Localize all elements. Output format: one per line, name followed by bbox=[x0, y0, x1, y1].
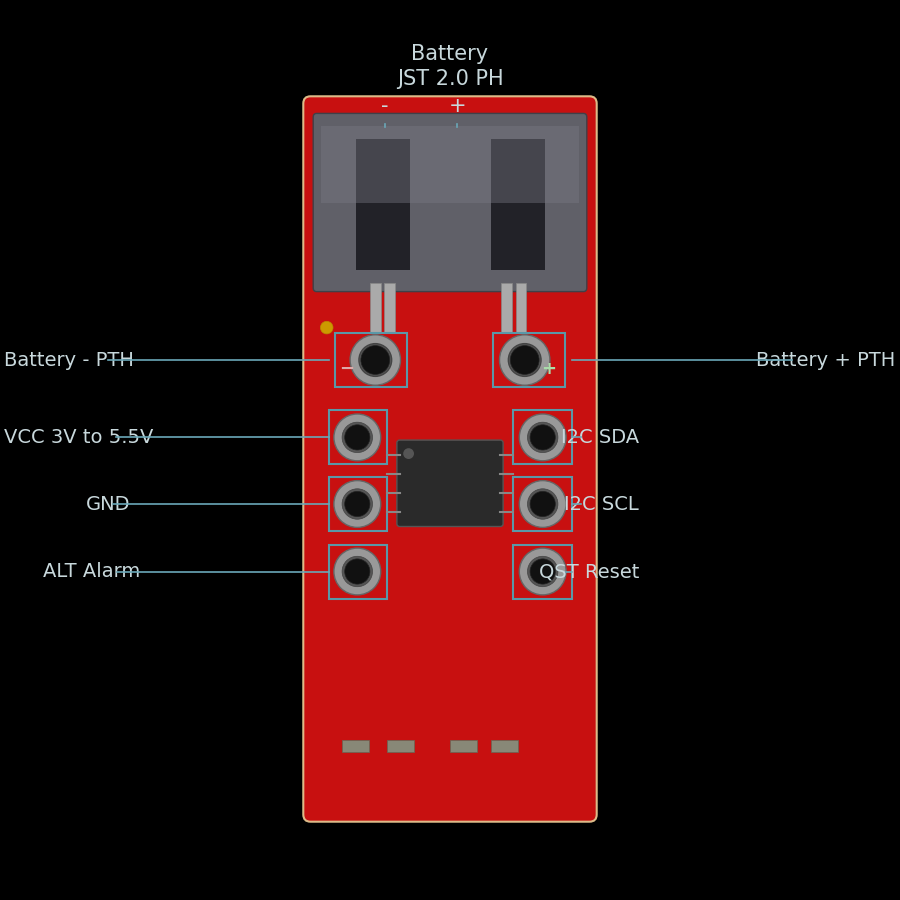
Text: GND: GND bbox=[86, 494, 130, 514]
Circle shape bbox=[334, 414, 381, 461]
Bar bbox=[491, 740, 518, 752]
Text: I2C SCL: I2C SCL bbox=[564, 494, 639, 514]
Bar bbox=[491, 140, 544, 270]
Circle shape bbox=[345, 559, 370, 584]
Circle shape bbox=[530, 491, 555, 517]
Bar bbox=[335, 333, 407, 387]
Circle shape bbox=[530, 559, 555, 584]
Bar bbox=[370, 284, 381, 333]
Circle shape bbox=[508, 344, 541, 376]
Circle shape bbox=[361, 346, 390, 374]
FancyBboxPatch shape bbox=[313, 113, 587, 292]
Text: QST Reset: QST Reset bbox=[538, 562, 639, 581]
Circle shape bbox=[334, 481, 381, 527]
Bar bbox=[328, 410, 387, 464]
Circle shape bbox=[510, 346, 539, 374]
Bar bbox=[501, 284, 512, 333]
Bar bbox=[328, 544, 387, 598]
Text: VCC 3V to 5.5V: VCC 3V to 5.5V bbox=[4, 428, 154, 447]
Circle shape bbox=[345, 491, 370, 517]
Circle shape bbox=[519, 548, 566, 595]
Circle shape bbox=[334, 548, 381, 595]
Text: +: + bbox=[448, 96, 466, 116]
Circle shape bbox=[530, 425, 555, 450]
Circle shape bbox=[527, 556, 558, 587]
Text: Battery: Battery bbox=[411, 44, 489, 64]
Bar bbox=[516, 284, 526, 333]
FancyBboxPatch shape bbox=[397, 440, 503, 526]
Circle shape bbox=[359, 344, 392, 376]
Bar bbox=[450, 740, 477, 752]
Circle shape bbox=[345, 425, 370, 450]
FancyBboxPatch shape bbox=[303, 96, 597, 822]
Circle shape bbox=[527, 489, 558, 519]
Bar bbox=[387, 740, 414, 752]
Circle shape bbox=[500, 335, 550, 385]
Bar bbox=[321, 125, 579, 202]
Text: Battery + PTH: Battery + PTH bbox=[756, 350, 896, 370]
Circle shape bbox=[350, 335, 400, 385]
Bar bbox=[342, 740, 369, 752]
Bar bbox=[513, 544, 572, 598]
Circle shape bbox=[527, 422, 558, 453]
Text: I2C SDA: I2C SDA bbox=[561, 428, 639, 447]
Circle shape bbox=[519, 414, 566, 461]
Text: Battery - PTH: Battery - PTH bbox=[4, 350, 134, 370]
Bar bbox=[356, 140, 410, 270]
Circle shape bbox=[403, 448, 414, 459]
Text: −: − bbox=[339, 360, 354, 378]
Bar bbox=[328, 477, 387, 531]
Bar bbox=[513, 410, 572, 464]
Circle shape bbox=[342, 422, 373, 453]
Text: ALT Alarm: ALT Alarm bbox=[43, 562, 140, 581]
Text: -: - bbox=[382, 96, 389, 116]
Bar bbox=[384, 284, 395, 333]
Text: JST 2.0 PH: JST 2.0 PH bbox=[397, 69, 503, 89]
Circle shape bbox=[320, 321, 333, 334]
Bar bbox=[513, 477, 572, 531]
Circle shape bbox=[342, 489, 373, 519]
Text: +: + bbox=[542, 360, 556, 378]
Circle shape bbox=[342, 556, 373, 587]
Circle shape bbox=[519, 481, 566, 527]
Bar bbox=[493, 333, 565, 387]
